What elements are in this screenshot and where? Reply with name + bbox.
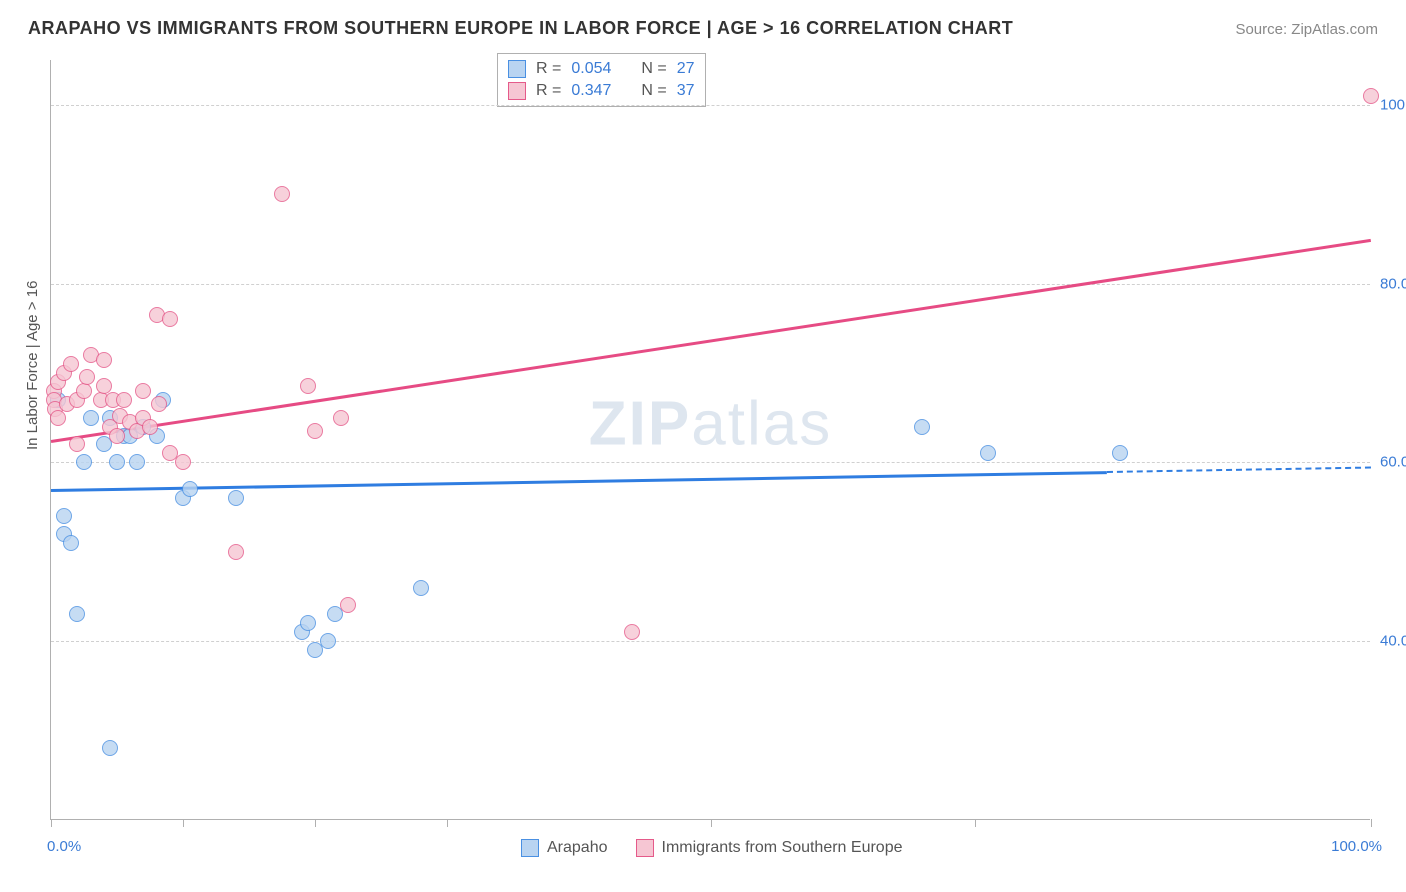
y-tick-label: 100.0% bbox=[1380, 96, 1406, 113]
trendline bbox=[51, 239, 1371, 443]
data-point bbox=[162, 311, 178, 327]
trendline bbox=[51, 471, 1107, 491]
watermark-bold: ZIP bbox=[589, 390, 691, 459]
gridline-h bbox=[51, 641, 1370, 642]
data-point bbox=[76, 454, 92, 470]
data-point bbox=[175, 454, 191, 470]
legend-stats: R = 0.054 N = 27 R = 0.347 N = 37 bbox=[497, 53, 706, 107]
data-point bbox=[109, 428, 125, 444]
data-point bbox=[79, 369, 95, 385]
data-point bbox=[1363, 88, 1379, 104]
data-point bbox=[151, 396, 167, 412]
x-tick bbox=[1371, 819, 1372, 827]
gridline-h bbox=[51, 462, 1370, 463]
y-tick-label: 40.0% bbox=[1380, 633, 1406, 650]
data-point bbox=[980, 445, 996, 461]
y-axis-label: In Labor Force | Age > 16 bbox=[24, 281, 41, 450]
data-point bbox=[1112, 445, 1128, 461]
x-axis-min-label: 0.0% bbox=[47, 838, 81, 855]
n-label: N = bbox=[641, 82, 666, 100]
data-point bbox=[333, 410, 349, 426]
data-point bbox=[182, 481, 198, 497]
n-value: 37 bbox=[677, 82, 695, 100]
data-point bbox=[83, 410, 99, 426]
legend-swatch bbox=[508, 60, 526, 78]
gridline-h bbox=[51, 284, 1370, 285]
data-point bbox=[300, 378, 316, 394]
watermark: ZIPatlas bbox=[589, 389, 832, 460]
legend-label: Immigrants from Southern Europe bbox=[662, 839, 903, 857]
data-point bbox=[624, 624, 640, 640]
legend-swatch bbox=[508, 82, 526, 100]
legend-swatch bbox=[636, 839, 654, 857]
data-point bbox=[69, 436, 85, 452]
r-value: 0.347 bbox=[571, 82, 611, 100]
data-point bbox=[274, 186, 290, 202]
r-label: R = bbox=[536, 82, 561, 100]
legend-swatch bbox=[521, 839, 539, 857]
x-tick bbox=[447, 819, 448, 827]
data-point bbox=[63, 535, 79, 551]
legend-item: Arapaho bbox=[521, 839, 608, 857]
x-tick bbox=[711, 819, 712, 827]
legend-stats-row: R = 0.054 N = 27 bbox=[508, 58, 695, 80]
data-point bbox=[142, 419, 158, 435]
data-point bbox=[50, 410, 66, 426]
gridline-h bbox=[51, 105, 1370, 106]
data-point bbox=[96, 352, 112, 368]
x-tick bbox=[51, 819, 52, 827]
n-value: 27 bbox=[677, 60, 695, 78]
data-point bbox=[300, 615, 316, 631]
data-point bbox=[307, 423, 323, 439]
y-tick-label: 60.0% bbox=[1380, 454, 1406, 471]
legend-label: Arapaho bbox=[547, 839, 608, 857]
data-point bbox=[69, 606, 85, 622]
data-point bbox=[914, 419, 930, 435]
r-value: 0.054 bbox=[571, 60, 611, 78]
r-label: R = bbox=[536, 60, 561, 78]
trendline-extrapolated bbox=[1107, 467, 1371, 473]
data-point bbox=[129, 454, 145, 470]
data-point bbox=[340, 597, 356, 613]
legend-series: Arapaho Immigrants from Southern Europe bbox=[521, 839, 903, 857]
n-label: N = bbox=[641, 60, 666, 78]
data-point bbox=[109, 454, 125, 470]
data-point bbox=[320, 633, 336, 649]
legend-stats-row: R = 0.347 N = 37 bbox=[508, 80, 695, 102]
data-point bbox=[102, 740, 118, 756]
x-tick bbox=[315, 819, 316, 827]
x-tick bbox=[183, 819, 184, 827]
data-point bbox=[135, 383, 151, 399]
watermark-thin: atlas bbox=[691, 390, 832, 459]
data-point bbox=[228, 544, 244, 560]
x-tick bbox=[975, 819, 976, 827]
source-label: Source: ZipAtlas.com bbox=[1235, 21, 1378, 38]
x-axis-max-label: 100.0% bbox=[1331, 838, 1382, 855]
y-tick-label: 80.0% bbox=[1380, 275, 1406, 292]
data-point bbox=[63, 356, 79, 372]
data-point bbox=[116, 392, 132, 408]
chart-title: ARAPAHO VS IMMIGRANTS FROM SOUTHERN EURO… bbox=[28, 18, 1013, 39]
legend-item: Immigrants from Southern Europe bbox=[636, 839, 903, 857]
data-point bbox=[413, 580, 429, 596]
scatter-chart: ZIPatlas R =0.054N =27R =0.347N =37 Arap… bbox=[50, 60, 1370, 820]
data-point bbox=[56, 508, 72, 524]
data-point bbox=[228, 490, 244, 506]
